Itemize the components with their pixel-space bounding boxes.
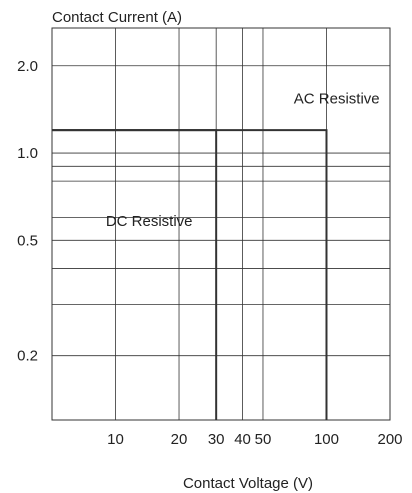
x-tick-label: 50 (255, 431, 272, 448)
y-tick-label: 0.2 (17, 348, 38, 365)
x-tick-label: 10 (107, 431, 124, 448)
x-axis-title: Contact Voltage (V) (183, 475, 313, 492)
x-tick-label: 200 (377, 431, 402, 448)
x-tick-label: 30 (208, 431, 225, 448)
annotations: AC Resistive DC Resistive (106, 91, 380, 230)
y-tick-label: 0.5 (17, 232, 38, 249)
dc-resistive-label: DC Resistive (106, 213, 193, 230)
x-tick-label: 20 (171, 431, 188, 448)
ac-resistive-label: AC Resistive (294, 91, 380, 108)
y-tick-labels: 2.0 1.0 0.5 0.2 (17, 58, 38, 365)
x-tick-label: 40 (234, 431, 251, 448)
ac-resistive-limit-line (52, 129, 328, 420)
dc-resistive-limit-line (52, 129, 218, 420)
series-group (52, 129, 328, 420)
x-tick-label: 100 (314, 431, 339, 448)
y-tick-label: 1.0 (17, 145, 38, 162)
plot-frame (51, 27, 391, 421)
y-tick-label: 2.0 (17, 58, 38, 75)
grid (52, 28, 390, 420)
x-tick-labels: 10 20 30 40 50 100 200 (107, 431, 402, 448)
y-axis-title: Contact Current (A) (52, 9, 182, 26)
